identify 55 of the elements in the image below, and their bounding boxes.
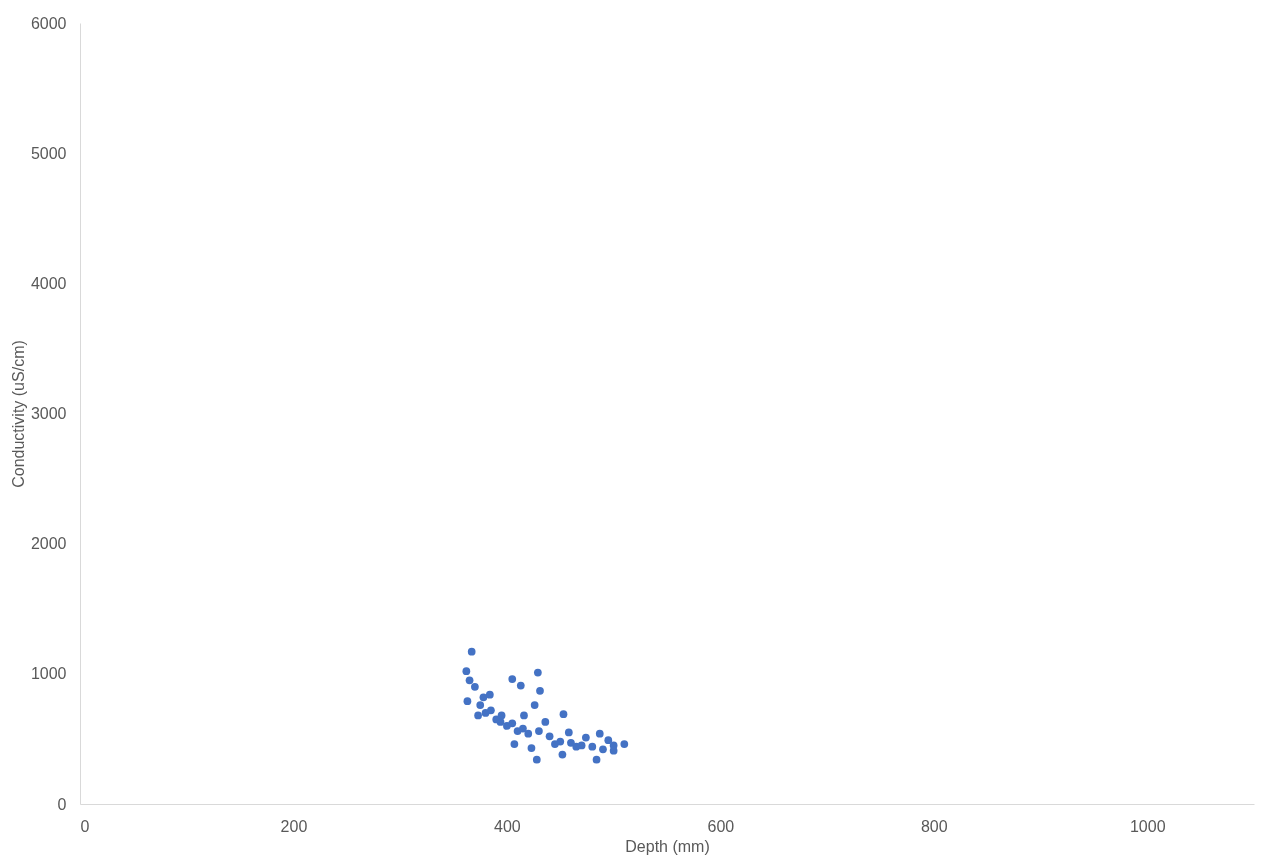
- point: [564, 728, 573, 737]
- point: [485, 690, 494, 699]
- point: [541, 718, 550, 726]
- point: [545, 732, 554, 741]
- point: [462, 667, 471, 676]
- y-tick-label: 2000: [30, 535, 67, 553]
- point: [533, 668, 542, 677]
- x-tick-label: 200: [280, 817, 308, 835]
- point: [487, 706, 495, 715]
- x-tick-label: 0: [80, 817, 90, 835]
- point: [520, 711, 528, 720]
- x-tick-label: 1000: [1129, 817, 1166, 835]
- point: [471, 682, 479, 691]
- point: [551, 740, 559, 748]
- y-axis-title: Conductivity (uS/cm): [9, 340, 27, 488]
- x-axis-title: Depth (mm): [625, 837, 710, 855]
- point: [510, 740, 519, 748]
- x-tick-label: 400: [494, 817, 521, 835]
- point: [476, 701, 485, 709]
- point: [465, 676, 474, 685]
- point: [508, 675, 517, 683]
- point: [535, 727, 543, 735]
- point: [609, 741, 618, 750]
- point: [532, 755, 541, 764]
- point: [572, 742, 581, 751]
- point: [530, 701, 539, 709]
- y-tick-label: 4000: [30, 274, 67, 292]
- x-tick-label: 800: [920, 817, 948, 835]
- point: [516, 681, 525, 690]
- point: [474, 711, 482, 720]
- point: [479, 693, 488, 702]
- point: [595, 729, 604, 738]
- y-tick-label: 3000: [30, 405, 67, 422]
- point: [527, 744, 536, 752]
- point: [497, 711, 506, 720]
- point: [463, 697, 472, 706]
- point: [519, 724, 527, 733]
- y-tick-label: 6000: [30, 14, 67, 32]
- point: [558, 750, 567, 759]
- y-tick-label: 5000: [30, 144, 67, 162]
- y-tick-label: 1000: [30, 665, 67, 683]
- point: [524, 729, 533, 738]
- point: [536, 686, 544, 695]
- x-tick-label: 600: [707, 817, 735, 835]
- point: [582, 733, 590, 742]
- point: [508, 719, 517, 728]
- point: [588, 742, 597, 751]
- point: [567, 738, 575, 747]
- point: [620, 740, 629, 748]
- point: [604, 736, 613, 745]
- point: [599, 745, 607, 754]
- y-tick-label: 0: [57, 795, 67, 813]
- point: [559, 710, 568, 719]
- point: [592, 755, 601, 764]
- point: [467, 647, 476, 656]
